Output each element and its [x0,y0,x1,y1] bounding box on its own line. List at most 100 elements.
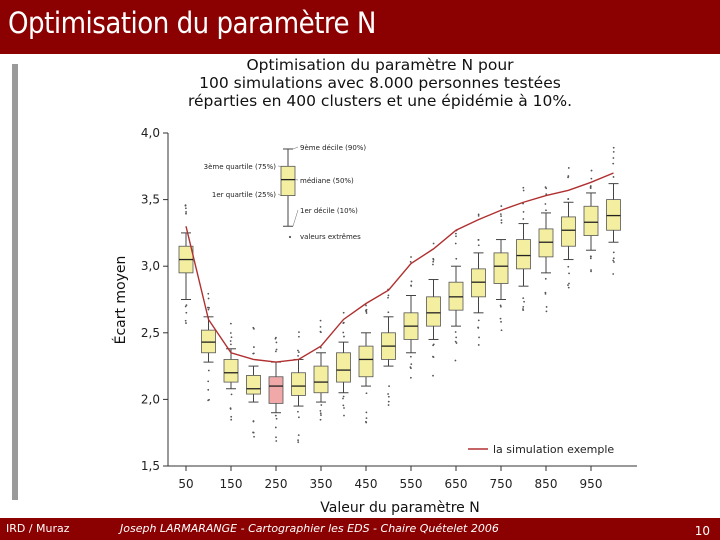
box-150 [223,322,239,421]
outlier-dot [297,441,300,444]
outlier-dot [499,304,502,307]
outlier-dot [590,169,593,172]
outlier-dot [522,186,525,189]
outlier-dot [544,277,547,280]
outlier-dot [185,311,188,314]
outlier-dot [410,280,413,283]
outlier-dot [297,410,299,413]
outlier-dot [500,205,503,207]
outlier-dot [365,304,367,307]
box-iqr [583,205,599,236]
outlier-dot [365,417,368,420]
outlier-dot [612,157,615,159]
outlier-dot [612,273,615,275]
outlier-dot [477,239,480,241]
outlier-dot [590,177,593,180]
outlier-dot [319,331,322,334]
box-iqr [471,268,486,298]
outlier-dot [410,256,412,258]
outlier-dot [319,319,322,322]
outlier-dot [477,344,480,346]
outlier-dot [365,312,368,314]
outlier-dot [500,215,502,218]
footer-credit: Joseph LARMARANGE - Cartographier les ED… [120,522,499,535]
chart-title-line: réparties en 400 clusters et une épidémi… [187,92,573,110]
outlier-dot [207,380,210,383]
outlier-dot [568,282,570,285]
legend-label-extremes: valeurs extrêmes [300,233,361,241]
chart-title: Optimisation du paramètre N pour 100 sim… [160,56,600,110]
outlier-dot [544,203,547,205]
outlier-dot [343,335,345,338]
outlier-dot [590,269,592,271]
outlier-dot [387,404,390,406]
outlier-dot [589,257,592,260]
outlier-dot [387,393,390,395]
outlier-dot [409,355,412,358]
outlier-dot [590,270,592,273]
outlier-dot [185,322,187,324]
boxes-layer [178,146,621,444]
outlier-dot [454,242,457,245]
chart-title-line: Optimisation du paramètre N pour [246,56,514,74]
outlier-dot [320,414,322,417]
outlier-dot [319,325,322,328]
outlier-dot [387,400,390,403]
x-tick-label: 350 [310,477,333,491]
y-tick-label: 2,5 [141,326,160,340]
outlier-dot [343,414,345,417]
box-1000 [606,146,621,275]
box-650 [448,229,464,362]
outlier-dot [275,440,278,442]
outlier-dot [455,342,458,344]
outlier-dot [589,255,592,258]
outlier-dot [454,232,457,235]
outlier-dot [522,218,525,220]
legend-leader-line [292,146,299,150]
outlier-dot [319,412,322,415]
box-850 [538,186,554,313]
outlier-dot [185,211,187,213]
outlier-dot [522,305,525,308]
outlier-dot [567,284,569,287]
outlier-dot [364,420,367,423]
outlier-dot [522,189,525,192]
outlier-dot [387,294,390,297]
outlier-dot [342,395,345,398]
box-700 [471,213,486,346]
box-iqr [561,216,576,247]
outlier-dot [207,297,210,300]
outlier-dot [207,308,210,311]
outlier-dot [229,340,232,342]
box-900 [561,167,576,289]
legend-label-q1: 1er quartile (25%) [212,191,276,199]
slide-footer: IRD / Muraz Joseph LARMARANGE - Cartogra… [0,518,720,540]
outlier-dot [478,336,480,339]
outlier-dot [432,263,434,266]
outlier-dot [522,297,525,299]
x-axis-label: Valeur du paramètre N [320,500,479,516]
outlier-dot [185,212,187,215]
outlier-dot [230,336,233,339]
outlier-dot [365,411,368,414]
outlier-dot [432,355,434,358]
outlier-dot [410,363,413,366]
box-950 [583,169,599,273]
x-tick-label: 750 [490,477,513,491]
outlier-dot [477,214,480,217]
box-iqr [538,228,554,258]
outlier-dot [342,404,345,407]
outlier-dot [568,272,570,275]
outlier-dot [432,258,435,261]
outlier-dot [342,397,344,400]
outlier-dot [184,204,187,207]
outlier-dot [297,434,300,436]
outlier-dot [410,285,413,287]
outlier-dot [253,327,255,330]
box-iqr [426,296,441,327]
outlier-dot [567,265,570,268]
outlier-dot [297,439,299,442]
box-250 [268,336,284,442]
outlier-dot [274,426,277,429]
x-tick-label: 450 [355,477,378,491]
